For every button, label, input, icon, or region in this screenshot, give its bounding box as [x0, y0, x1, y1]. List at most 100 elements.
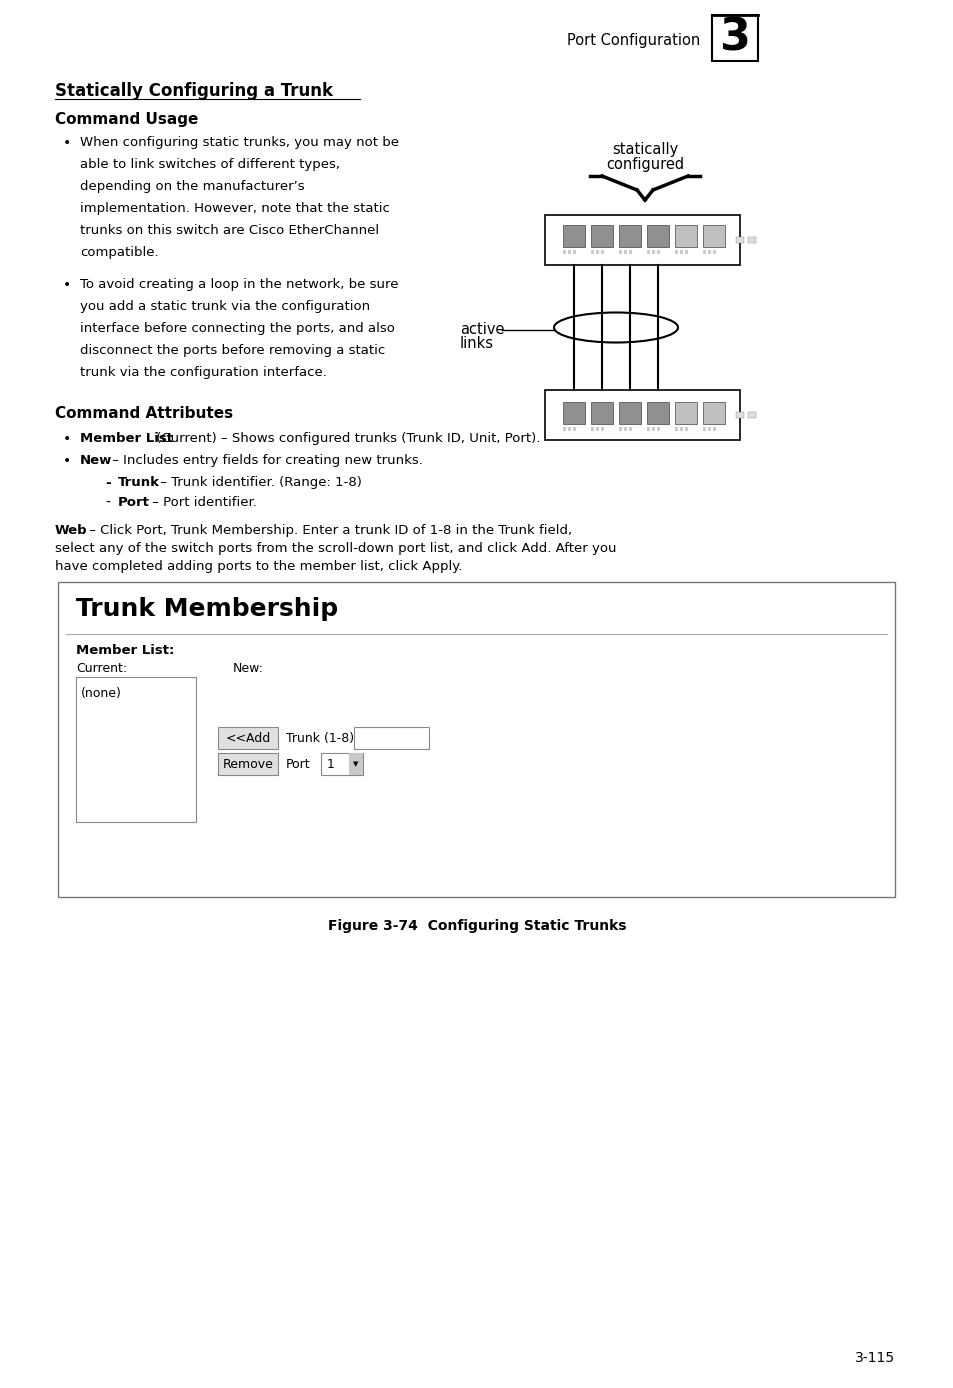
- Bar: [707, 428, 710, 432]
- Bar: [76, 677, 195, 822]
- Bar: [600, 250, 603, 254]
- Text: active: active: [459, 322, 504, 336]
- Text: •: •: [63, 454, 71, 468]
- Bar: [646, 428, 649, 432]
- Text: Figure 3-74  Configuring Static Trunks: Figure 3-74 Configuring Static Trunks: [328, 919, 625, 933]
- Text: Remove: Remove: [222, 758, 274, 770]
- Bar: [218, 754, 277, 775]
- Bar: [320, 754, 363, 775]
- Text: Port: Port: [286, 758, 311, 770]
- Bar: [596, 250, 598, 254]
- Text: links: links: [459, 336, 494, 351]
- Bar: [675, 225, 697, 247]
- Text: implementation. However, note that the static: implementation. However, note that the s…: [80, 203, 390, 215]
- Bar: [684, 428, 687, 432]
- Text: Command Attributes: Command Attributes: [55, 407, 233, 421]
- Text: ▼: ▼: [353, 761, 358, 768]
- Bar: [675, 250, 678, 254]
- Text: -: -: [105, 476, 111, 490]
- Bar: [218, 727, 277, 750]
- Bar: [618, 225, 640, 247]
- Bar: [618, 250, 621, 254]
- Bar: [707, 250, 710, 254]
- Bar: [618, 403, 640, 423]
- Bar: [747, 237, 755, 243]
- Bar: [562, 225, 584, 247]
- Text: •: •: [63, 432, 71, 446]
- Text: •: •: [63, 278, 71, 291]
- Bar: [735, 237, 743, 243]
- Bar: [651, 250, 655, 254]
- Bar: [590, 403, 613, 423]
- Text: <<Add: <<Add: [225, 731, 271, 744]
- Text: Port: Port: [118, 496, 150, 509]
- Text: •: •: [63, 136, 71, 150]
- Bar: [562, 250, 565, 254]
- Bar: [646, 225, 668, 247]
- Text: you add a static trunk via the configuration: you add a static trunk via the configura…: [80, 300, 370, 314]
- Bar: [58, 582, 894, 897]
- Bar: [573, 428, 576, 432]
- Text: To avoid creating a loop in the network, be sure: To avoid creating a loop in the network,…: [80, 278, 398, 291]
- Bar: [675, 403, 697, 423]
- Bar: [567, 428, 571, 432]
- Text: When configuring static trunks, you may not be: When configuring static trunks, you may …: [80, 136, 398, 149]
- Bar: [702, 250, 705, 254]
- Bar: [702, 428, 705, 432]
- Bar: [657, 250, 659, 254]
- Bar: [646, 250, 649, 254]
- Bar: [562, 428, 565, 432]
- Text: 3: 3: [719, 17, 750, 60]
- Bar: [567, 250, 571, 254]
- Text: depending on the manufacturer’s: depending on the manufacturer’s: [80, 180, 304, 193]
- Text: select any of the switch ports from the scroll-down port list, and click Add. Af: select any of the switch ports from the …: [55, 541, 616, 555]
- Bar: [646, 403, 668, 423]
- Text: configured: configured: [605, 157, 683, 172]
- Bar: [354, 727, 429, 750]
- Text: – Trunk identifier. (Range: 1-8): – Trunk identifier. (Range: 1-8): [156, 476, 361, 489]
- Bar: [590, 250, 594, 254]
- Bar: [544, 215, 740, 265]
- Text: (Current) – Shows configured trunks (Trunk ID, Unit, Port).: (Current) – Shows configured trunks (Tru…: [152, 432, 539, 446]
- Bar: [590, 225, 613, 247]
- Bar: [684, 250, 687, 254]
- Text: New:: New:: [233, 662, 264, 675]
- Bar: [651, 428, 655, 432]
- Text: Current:: Current:: [76, 662, 127, 675]
- Bar: [623, 250, 626, 254]
- Bar: [747, 412, 755, 418]
- Bar: [544, 390, 740, 440]
- Text: – Includes entry fields for creating new trunks.: – Includes entry fields for creating new…: [108, 454, 422, 466]
- Bar: [702, 225, 724, 247]
- Bar: [573, 250, 576, 254]
- Bar: [657, 428, 659, 432]
- Bar: [675, 428, 678, 432]
- Text: Trunk Membership: Trunk Membership: [76, 597, 337, 620]
- Text: -: -: [105, 496, 110, 509]
- Bar: [596, 428, 598, 432]
- Text: (none): (none): [81, 687, 122, 700]
- Text: Member List: Member List: [80, 432, 172, 446]
- Text: Statically Configuring a Trunk: Statically Configuring a Trunk: [55, 82, 333, 100]
- Bar: [735, 412, 743, 418]
- Bar: [628, 428, 631, 432]
- Text: Member List:: Member List:: [76, 644, 174, 657]
- Text: – Click Port, Trunk Membership. Enter a trunk ID of 1-8 in the Trunk field,: – Click Port, Trunk Membership. Enter a …: [85, 525, 572, 537]
- Text: 1: 1: [327, 758, 335, 770]
- Text: have completed adding ports to the member list, click Apply.: have completed adding ports to the membe…: [55, 559, 462, 573]
- Text: statically: statically: [611, 142, 678, 157]
- Text: – Port identifier.: – Port identifier.: [148, 496, 256, 509]
- Bar: [590, 428, 594, 432]
- Bar: [623, 428, 626, 432]
- Bar: [600, 428, 603, 432]
- Bar: [679, 250, 682, 254]
- Text: Trunk (1-8): Trunk (1-8): [286, 731, 354, 744]
- Bar: [562, 403, 584, 423]
- Bar: [702, 403, 724, 423]
- Text: trunks on this switch are Cisco EtherChannel: trunks on this switch are Cisco EtherCha…: [80, 223, 378, 237]
- Text: able to link switches of different types,: able to link switches of different types…: [80, 158, 339, 171]
- Bar: [628, 250, 631, 254]
- Text: Web: Web: [55, 525, 88, 537]
- Text: compatible.: compatible.: [80, 246, 158, 260]
- Text: Port Configuration: Port Configuration: [566, 32, 700, 47]
